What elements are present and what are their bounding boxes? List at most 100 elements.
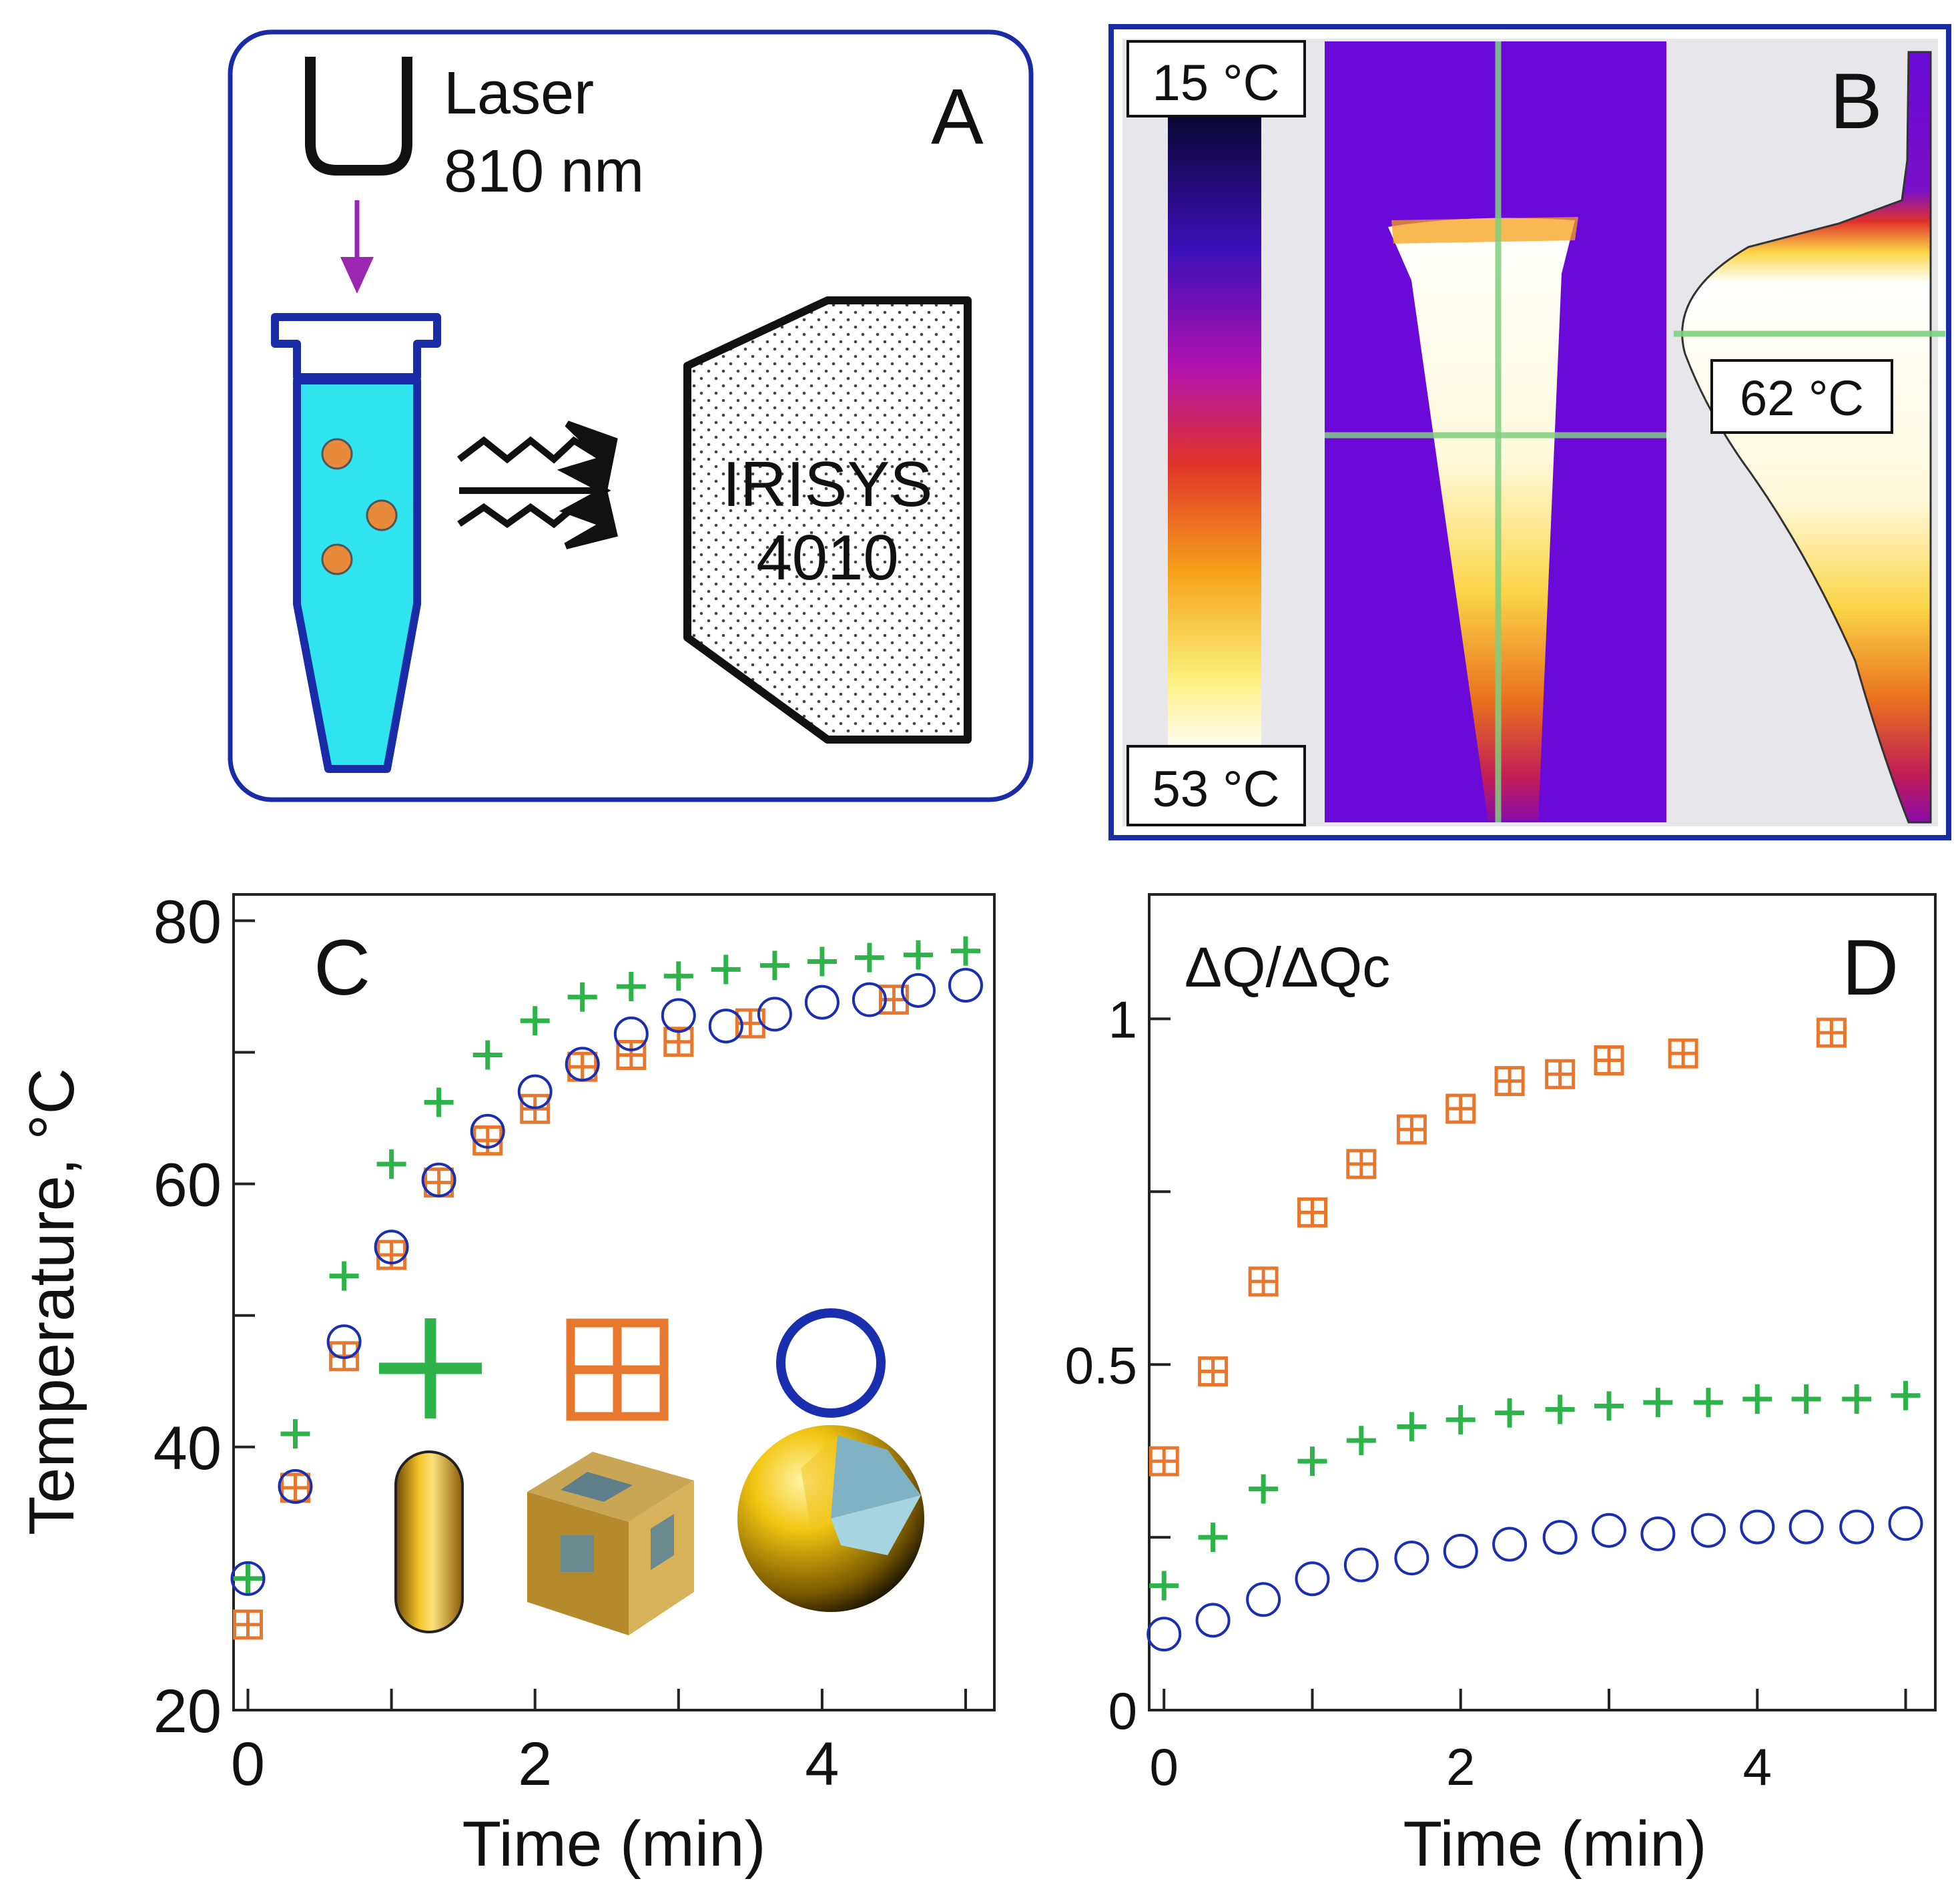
temperature-profile: 62 °C: [1674, 51, 1945, 824]
data-point-nanorods: [472, 1040, 503, 1070]
data-point-nanoshells: [470, 1113, 505, 1149]
data-point-nanoshells: [1343, 1547, 1379, 1583]
panel-d: 0 2 4 0 0.5 1 D ΔQ/ΔQc Time (min): [1065, 893, 1937, 1880]
data-point-nanorods: [376, 1149, 406, 1179]
data-point-nanorods: [1397, 1412, 1427, 1442]
data-point-nanocages: [1149, 1446, 1179, 1476]
scale-min-label: 53 °C: [1153, 761, 1280, 818]
data-point-nanoshells: [1492, 1527, 1528, 1562]
data-point-nanoshells: [1246, 1582, 1281, 1617]
data-point-nanoshells: [804, 985, 840, 1020]
data-point-nanoshells: [278, 1468, 313, 1504]
data-point-nanorods: [1693, 1388, 1723, 1418]
data-point-nanorods: [1643, 1388, 1673, 1418]
y-tick-label: 80: [153, 888, 222, 957]
data-point-nanorods: [1545, 1394, 1575, 1424]
nanoparticle-icon: [321, 543, 353, 575]
data-point-nanocages: [1594, 1045, 1624, 1076]
x-tick-label: 4: [1743, 1737, 1772, 1796]
panel-b-letter: B: [1830, 57, 1883, 146]
data-point-nanorods: [1891, 1380, 1921, 1410]
data-point-nanorods: [1346, 1426, 1376, 1456]
panel-c-letter: C: [314, 924, 370, 1012]
data-point-nanoshells: [230, 1561, 266, 1596]
data-point-nanoshells: [1640, 1516, 1676, 1551]
series-nanocages: [1149, 1017, 1847, 1476]
panel-c: 0 2 4 20 40 60 80 C Time (min) Temperature, °C: [16, 888, 996, 1880]
y-tick-label: 1: [1108, 990, 1137, 1049]
series-nanoshells: [230, 967, 983, 1596]
peak-temperature-label: 62 °C: [1740, 370, 1864, 426]
data-point-nanocages: [1346, 1149, 1377, 1179]
data-point-nanoshells: [661, 998, 696, 1033]
nanoparticle-icon: [321, 438, 353, 470]
x-tick-label: 0: [231, 1730, 265, 1798]
data-point-nanocages: [1248, 1266, 1279, 1297]
data-point-nanorods: [1842, 1384, 1872, 1414]
data-point-nanorods: [329, 1261, 359, 1291]
legend-nanorod-marker: [379, 1318, 482, 1418]
panel-c-data-marks: [230, 936, 983, 1640]
data-point-nanoshells: [613, 1016, 649, 1051]
data-point-nanorods: [711, 955, 741, 985]
scale-min-box: [1126, 745, 1306, 826]
x-tick-label: 0: [1150, 1737, 1179, 1796]
data-point-nanocages: [280, 1472, 310, 1503]
data-point-nanocages: [1445, 1093, 1476, 1124]
data-point-nanorods: [1249, 1474, 1279, 1504]
laser-source-icon: [305, 57, 412, 176]
x-tick-label: 4: [805, 1730, 839, 1798]
data-point-nanoshells: [326, 1324, 362, 1360]
data-point-nanoshells: [1839, 1509, 1875, 1545]
data-point-nanoshells: [1690, 1513, 1726, 1548]
data-point-nanocages: [1396, 1114, 1427, 1145]
data-point-nanorods: [1742, 1384, 1772, 1414]
y-tick-label: 0.5: [1065, 1336, 1137, 1394]
data-point-nanocages: [1545, 1059, 1576, 1089]
series-nanoshells: [1147, 1506, 1923, 1652]
laser-beam-arrow-icon: [340, 200, 374, 294]
data-point-nanocages: [663, 1027, 694, 1057]
ir-camera-icon: IRISYS 4010: [683, 296, 972, 744]
data-point-nanoshells: [1888, 1506, 1923, 1541]
panel-d-axes: 0 2 4 0 0.5 1: [1065, 990, 1907, 1796]
data-point-nanorods: [854, 942, 884, 973]
data-point-nanorods: [1297, 1446, 1327, 1476]
data-point-nanoshells: [1147, 1617, 1182, 1652]
data-point-nanorods: [807, 947, 837, 977]
camera-model-number: 4010: [756, 522, 899, 593]
nanocage-icon: [527, 1452, 694, 1635]
panel-d-letter: D: [1842, 924, 1899, 1012]
data-point-nanoshells: [1542, 1520, 1578, 1555]
nanoparticle-icon: [366, 499, 398, 531]
nanorod-icon: [394, 1450, 464, 1633]
data-point-nanorods: [616, 971, 646, 1001]
data-point-nanoshells: [708, 1009, 743, 1044]
panel-c-axes: 0 2 4 20 40 60 80: [153, 888, 967, 1798]
camera-model-label: IRISYS: [723, 449, 933, 520]
data-point-nanoshells: [421, 1162, 456, 1197]
data-point-nanorods: [759, 951, 789, 981]
data-point-nanoshells: [517, 1074, 553, 1109]
series-nanorods: [1149, 1380, 1921, 1601]
data-point-nanocages: [616, 1039, 647, 1070]
scale-max-label: 15 °C: [1153, 55, 1280, 111]
data-point-nanorods: [1445, 1405, 1476, 1435]
series-nanorods: [233, 936, 980, 1593]
data-point-nanoshells: [1295, 1561, 1330, 1597]
panel-c-y-axis-label: Temperature, °C: [16, 1068, 87, 1535]
data-point-nanoshells: [901, 973, 936, 1008]
scale-max-box: [1126, 40, 1306, 117]
data-point-nanoshells: [757, 997, 792, 1032]
peak-temperature-box: [1710, 359, 1893, 434]
panel-a-letter: A: [931, 73, 984, 161]
nanoparticle-legend: [379, 1308, 924, 1635]
data-point-nanoshells: [948, 967, 983, 1003]
data-point-nanocages: [1816, 1017, 1847, 1048]
data-point-nanoshells: [374, 1230, 409, 1265]
data-point-nanorods: [1791, 1384, 1821, 1414]
data-point-nanocages: [233, 1609, 264, 1640]
x-tick-label: 2: [518, 1730, 552, 1798]
ir-emission-arrows-icon: [456, 421, 618, 549]
